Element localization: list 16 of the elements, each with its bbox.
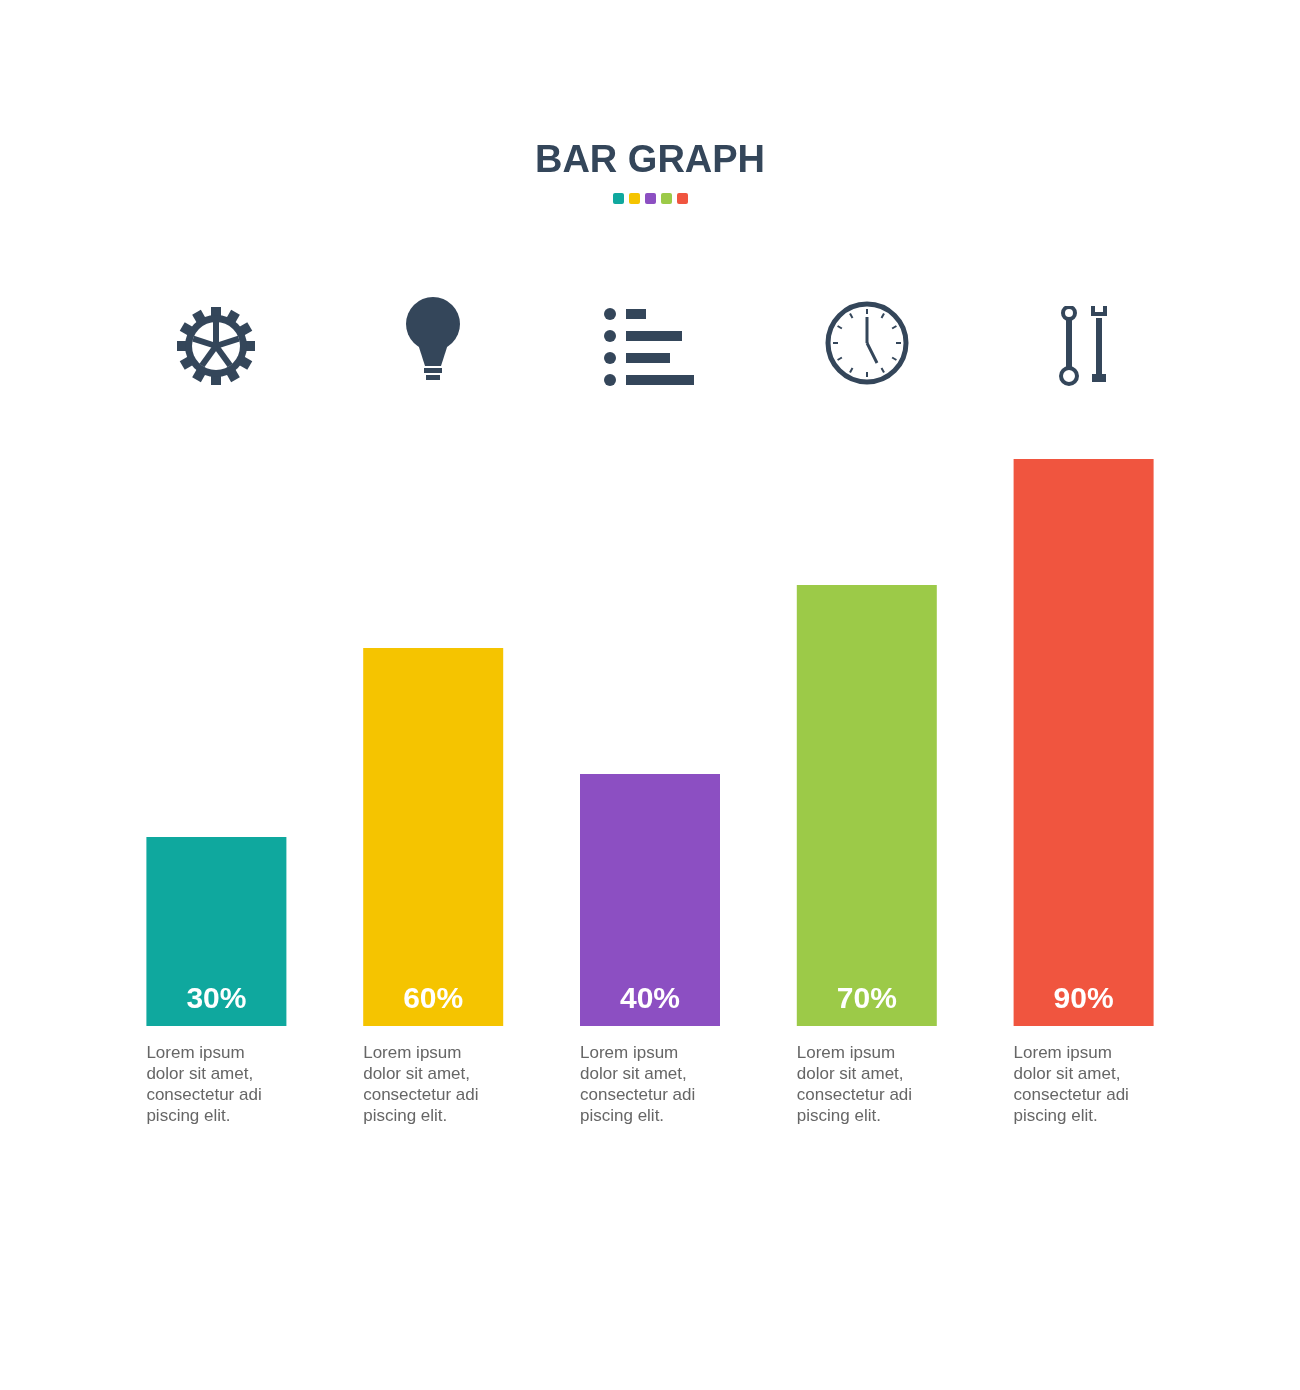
data-label: 60% [403, 980, 464, 1014]
x-tick-label: Lorem ipsum dolor sit amet, consectetur adi piscing elit. [1013, 1043, 1129, 1125]
bar [580, 774, 720, 1026]
data-label: 70% [836, 980, 897, 1014]
data-label: 30% [186, 980, 247, 1014]
bar [363, 648, 504, 1026]
data-label: 90% [1053, 980, 1114, 1014]
chart-title: BAR GRAPH [533, 138, 767, 181]
x-tick-label: Lorem ipsum dolor sit amet, consectetur adi piscing elit. [580, 1043, 696, 1125]
bar [796, 585, 937, 1026]
x-tick-label: Lorem ipsum dolor sit amet, consectetur adi piscing elit. [363, 1043, 479, 1125]
x-tick-label: Lorem ipsum dolor sit amet, consectetur adi piscing elit. [796, 1043, 913, 1125]
bar [1013, 459, 1154, 1026]
bar [146, 837, 287, 1026]
x-tick-label: Lorem ipsum dolor sit amet, consectetur adi piscing elit. [146, 1043, 262, 1125]
data-label: 40% [619, 980, 681, 1014]
